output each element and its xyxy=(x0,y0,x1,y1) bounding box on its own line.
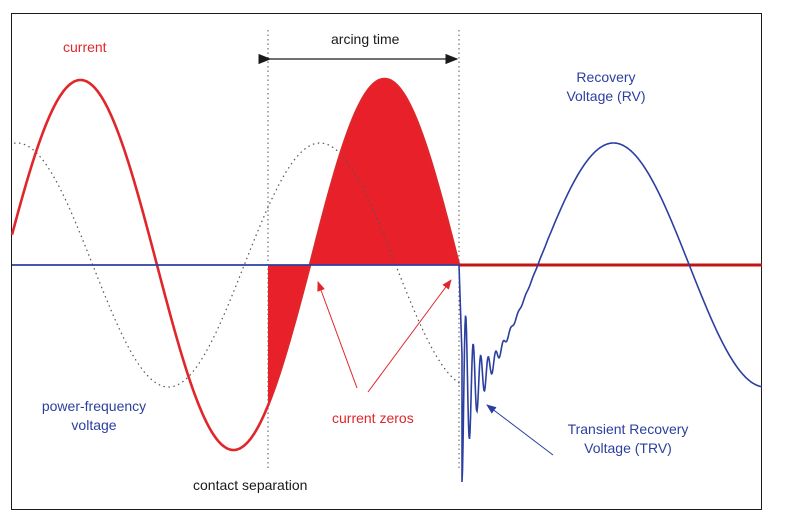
recovery-voltage-label: Recovery Voltage (RV) xyxy=(553,68,659,106)
current-label: current xyxy=(63,39,107,55)
recovery-voltage-curve xyxy=(458,142,763,483)
trv-label-line2: Voltage (TRV) xyxy=(584,440,672,456)
arc-current-fill-positive xyxy=(310,79,459,265)
power-frequency-voltage-curve xyxy=(13,142,463,388)
trv-arrow xyxy=(486,404,554,456)
current-zeros-label: current zeros xyxy=(332,410,414,426)
trv-label-line1: Transient Recovery xyxy=(567,421,689,437)
trv-label: Transient Recovery Voltage (TRV) xyxy=(556,420,700,458)
arcing-time-label: arcing time xyxy=(331,31,400,47)
recovery-voltage-label-line2: Voltage (RV) xyxy=(566,88,646,104)
current-zero-arrow-1 xyxy=(317,281,358,389)
diagram-frame xyxy=(11,13,762,510)
recovery-voltage-label-line1: Recovery xyxy=(576,69,636,85)
power-frequency-label-line1: power-frequency xyxy=(41,398,147,414)
current-curve xyxy=(10,77,461,452)
current-zero-arrow-2 xyxy=(367,279,452,393)
power-frequency-label-line2: voltage xyxy=(71,417,117,433)
power-frequency-voltage-label: power-frequency voltage xyxy=(36,397,152,435)
contact-separation-label: contact separation xyxy=(193,477,308,493)
